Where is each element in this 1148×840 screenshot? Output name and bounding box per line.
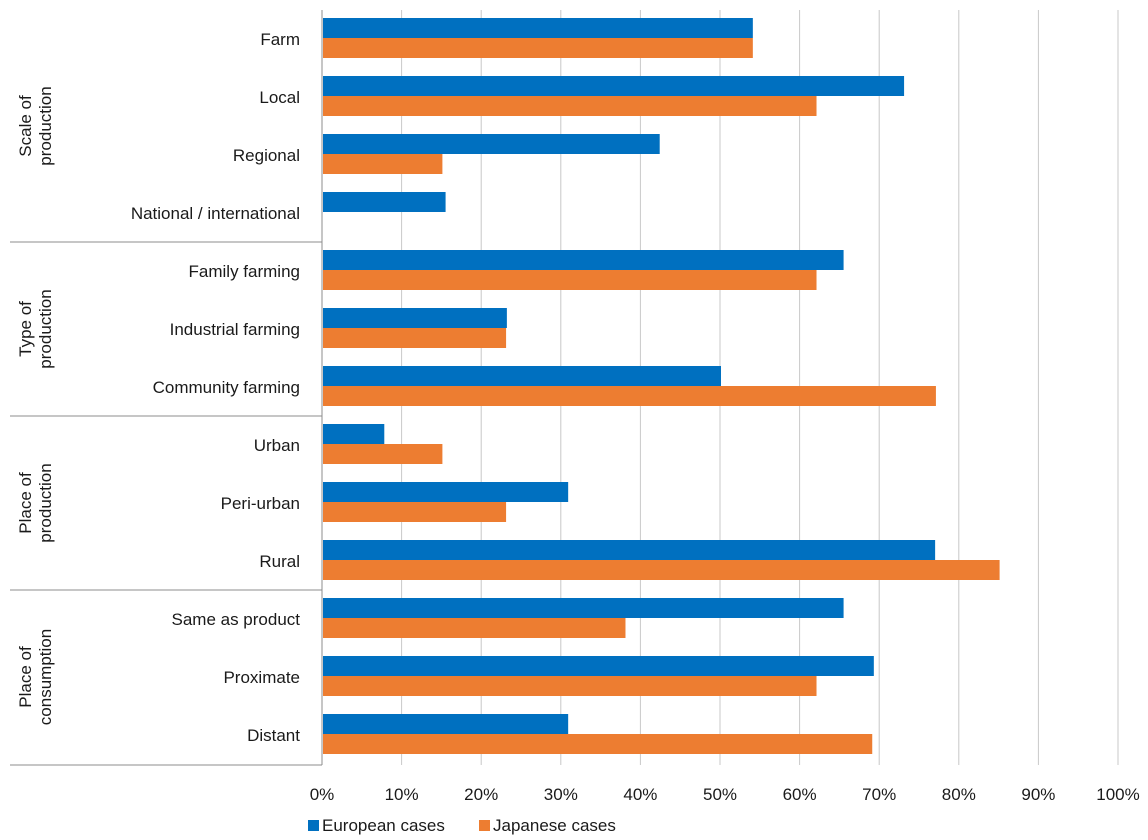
category-label-distant: Distant <box>247 726 300 745</box>
category-label-regional: Regional <box>233 146 300 165</box>
x-tick-label: 0% <box>310 785 335 804</box>
x-tick-label: 100% <box>1096 785 1139 804</box>
bar-japanese-cases-farm <box>323 38 753 58</box>
group-label-scale-of-production: Scale ofproduction <box>16 86 55 165</box>
bar-japanese-cases-same-as-product <box>323 618 626 638</box>
bar-japanese-cases-urban <box>323 444 443 464</box>
group-label-line: production <box>36 463 55 542</box>
legend-label-european-cases: European cases <box>322 816 445 835</box>
group-label-place-of-production: Place ofproduction <box>16 463 55 542</box>
x-tick-label: 80% <box>942 785 976 804</box>
bar-european-cases-farm <box>323 18 753 38</box>
bars <box>323 18 1000 754</box>
x-tick-label: 90% <box>1021 785 1055 804</box>
x-tick-label: 30% <box>544 785 578 804</box>
group-label-line: Place of <box>16 472 35 534</box>
bar-japanese-cases-family-farming <box>323 270 817 290</box>
group-label-line: Place of <box>16 646 35 708</box>
bar-european-cases-community-farming <box>323 366 721 386</box>
bar-japanese-cases-local <box>323 96 817 116</box>
bar-european-cases-national-international <box>323 192 446 212</box>
category-label-community-farming: Community farming <box>153 378 300 397</box>
x-tick-label: 70% <box>862 785 896 804</box>
legend: European cases Japanese cases <box>308 816 616 835</box>
category-label-urban: Urban <box>254 436 300 455</box>
category-label-proximate: Proximate <box>223 668 300 687</box>
category-label-national-international: National / international <box>131 204 300 223</box>
chart-frame <box>10 10 323 766</box>
bar-japanese-cases-distant <box>323 734 873 754</box>
bar-european-cases-local <box>323 76 905 96</box>
group-label-type-of-production: Type ofproduction <box>16 289 55 368</box>
x-tick-label: 50% <box>703 785 737 804</box>
bar-european-cases-peri-urban <box>323 482 569 502</box>
category-label-same-as-product: Same as product <box>171 610 300 629</box>
legend-label-japanese-cases: Japanese cases <box>493 816 616 835</box>
x-tick-label: 60% <box>783 785 817 804</box>
bar-european-cases-proximate <box>323 656 874 676</box>
bar-japanese-cases-community-farming <box>323 386 936 406</box>
bar-european-cases-industrial-farming <box>323 308 507 328</box>
category-labels: Farm Local Regional National / internationa… <box>131 30 300 745</box>
x-tick-label: 20% <box>464 785 498 804</box>
group-label-line: Type of <box>16 301 35 357</box>
category-label-local: Local <box>259 88 300 107</box>
category-label-industrial-farming: Industrial farming <box>170 320 300 339</box>
bar-european-cases-family-farming <box>323 250 844 270</box>
legend-swatch-european-cases <box>308 820 319 831</box>
x-axis-ticks: 0% 10% 20% 30% 40% 50% 60% 70% 80% 90% 100% <box>310 785 1140 804</box>
group-label-line: Scale of <box>16 95 35 157</box>
category-label-farm: Farm <box>260 30 300 49</box>
bar-european-cases-regional <box>323 134 660 154</box>
x-tick-label: 10% <box>385 785 419 804</box>
group-label-line: consumption <box>36 629 55 725</box>
bar-european-cases-same-as-product <box>323 598 844 618</box>
category-label-peri-urban: Peri-urban <box>221 494 300 513</box>
bar-european-cases-urban <box>323 424 385 444</box>
bar-european-cases-distant <box>323 714 569 734</box>
bar-japanese-cases-regional <box>323 154 443 174</box>
category-label-rural: Rural <box>259 552 300 571</box>
group-label-line: production <box>36 86 55 165</box>
group-label-place-of-consumption: Place ofconsumption <box>16 629 55 725</box>
legend-swatch-japanese-cases <box>479 820 490 831</box>
bar-japanese-cases-industrial-farming <box>323 328 507 348</box>
bar-japanese-cases-proximate <box>323 676 817 696</box>
bar-european-cases-rural <box>323 540 936 560</box>
bar-japanese-cases-rural <box>323 560 1000 580</box>
bar-japanese-cases-peri-urban <box>323 502 507 522</box>
group-label-line: production <box>36 289 55 368</box>
x-tick-label: 40% <box>623 785 657 804</box>
category-label-family-farming: Family farming <box>189 262 300 281</box>
